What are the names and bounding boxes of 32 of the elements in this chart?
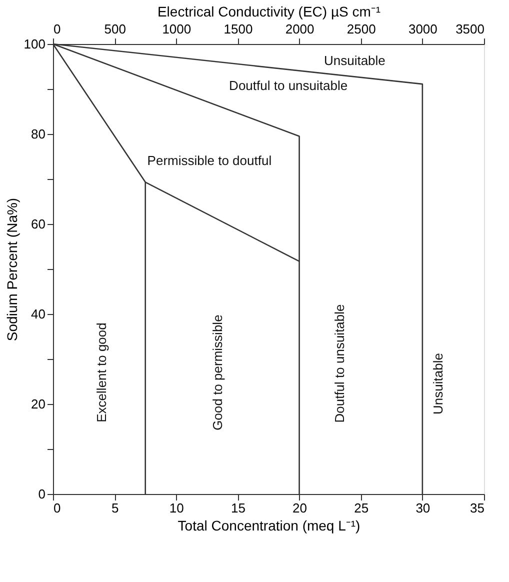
y-tick-label: 60 — [31, 216, 46, 232]
y-tick-label: 40 — [31, 306, 46, 322]
x2-tick-label: 2500 — [346, 22, 376, 36]
annotation: Permissible to doutful — [147, 153, 272, 168]
x-tick-label: 15 — [230, 500, 246, 516]
x-tick-label: 25 — [354, 500, 369, 516]
y-tick-label: 0 — [38, 486, 46, 502]
x-tick-label: 10 — [169, 500, 184, 516]
annotation: Good to permissible — [210, 314, 226, 430]
x2-tick-label: 0 — [54, 22, 61, 36]
y-tick-label: 100 — [24, 36, 46, 52]
x2-tick-label: 1000 — [162, 22, 192, 36]
x-axis-title: Total Concentration (meq L⁻¹) — [178, 518, 360, 534]
y-axis-title: Sodium Percent (Na%) — [4, 198, 20, 342]
annotation: Unsuitable — [324, 53, 386, 68]
x2-tick-label: 2000 — [285, 22, 314, 36]
y-tick-label: 20 — [31, 396, 46, 412]
x2-tick-label: 500 — [104, 22, 126, 36]
x2-tick-label: 1500 — [224, 22, 253, 36]
x-tick-label: 5 — [111, 500, 119, 516]
x-tick-label: 0 — [54, 500, 61, 516]
x2-tick-label: 3000 — [408, 22, 438, 36]
x-tick-label: 35 — [470, 500, 484, 516]
x-tick-label: 30 — [416, 500, 430, 516]
annotation: Unsuitable — [430, 353, 446, 414]
x-tick-label: 20 — [292, 500, 308, 516]
y-tick-label: 80 — [31, 126, 46, 142]
annotation: Doutful to unsuitable — [229, 78, 348, 93]
annotation: Doutful to unsuitable — [332, 304, 348, 423]
x2-axis-title: Electrical Conductivity (EC) µS cm⁻¹ — [157, 4, 381, 20]
annotation: Excellent to good — [94, 322, 110, 422]
x2-tick-label: 3500 — [456, 22, 484, 36]
